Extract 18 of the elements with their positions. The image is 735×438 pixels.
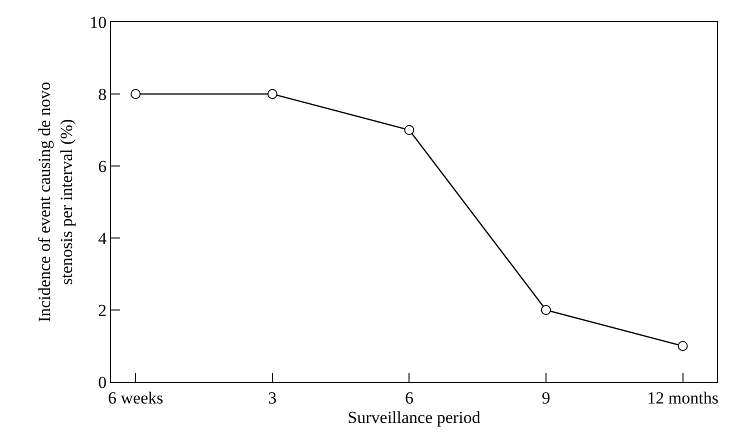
point: [130, 89, 141, 99]
point: [267, 89, 278, 99]
x-axis-title: Surveillance period: [348, 408, 481, 427]
y-tick-label: 10: [90, 12, 107, 32]
x-tick-label: 12 months: [647, 388, 718, 408]
y-tick-label: 6: [98, 156, 107, 176]
y-tick-label: 8: [98, 84, 107, 104]
y-tick-label: 2: [98, 300, 107, 320]
point: [541, 305, 552, 315]
point: [678, 341, 688, 351]
x-tick-label: 3: [268, 388, 277, 408]
x-tick-label: 6: [404, 388, 414, 408]
y-tick-label: 0: [98, 372, 107, 392]
point: [404, 125, 414, 135]
x-tick-label: 9: [542, 388, 550, 408]
x-tick-label: 6 weeks: [108, 388, 164, 408]
y-tick-label: 4: [98, 228, 108, 248]
y-axis-title: Incidence of event causing de novo stenosis per interval (%): [35, 82, 76, 322]
